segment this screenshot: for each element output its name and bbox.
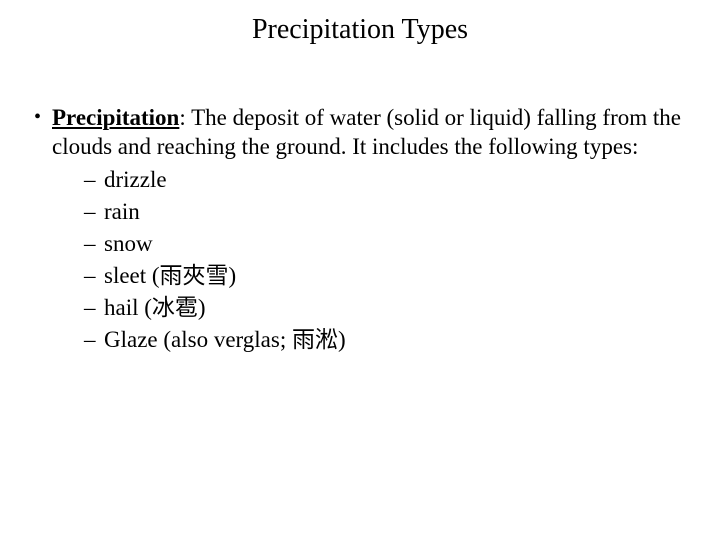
list-item: – Glaze (also verglas; 雨淞)	[84, 324, 700, 356]
dash-marker: –	[84, 324, 104, 356]
list-item: – hail (冰雹)	[84, 292, 700, 324]
list-item-text: hail (冰雹)	[104, 292, 206, 324]
sub-list: – drizzle – rain – snow – sleet (雨夾雪) –	[52, 162, 700, 357]
dash-marker: –	[84, 228, 104, 260]
definition-term: Precipitation	[52, 105, 179, 130]
list-item-text: rain	[104, 196, 140, 228]
dash-marker: –	[84, 164, 104, 196]
list-item-text: snow	[104, 228, 153, 260]
list-item: – sleet (雨夾雪)	[84, 260, 700, 292]
list-item: – rain	[84, 196, 700, 228]
list-item-text: drizzle	[104, 164, 167, 196]
dash-marker: –	[84, 260, 104, 292]
bullet-text: Precipitation: The deposit of water (sol…	[52, 104, 700, 357]
list-item: – snow	[84, 228, 700, 260]
bullet-marker: •	[30, 104, 52, 131]
slide-title: Precipitation Types	[0, 0, 720, 46]
list-item-text: sleet (雨夾雪)	[104, 260, 236, 292]
main-bullet: • Precipitation: The deposit of water (s…	[30, 104, 700, 357]
list-item: – drizzle	[84, 164, 700, 196]
dash-marker: –	[84, 196, 104, 228]
dash-marker: –	[84, 292, 104, 324]
list-item-text: Glaze (also verglas; 雨淞)	[104, 324, 346, 356]
slide-body: • Precipitation: The deposit of water (s…	[0, 46, 720, 357]
